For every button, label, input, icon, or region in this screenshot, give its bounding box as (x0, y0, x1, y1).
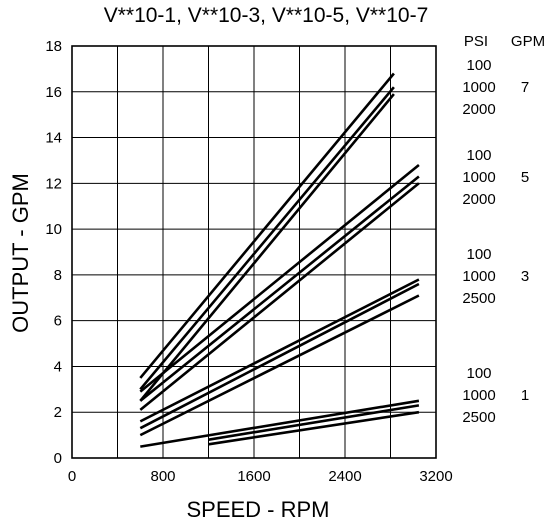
x-tick-label: 3200 (419, 468, 452, 485)
legend-gpm-label: 5 (521, 169, 529, 186)
legend-psi-label: 2500 (462, 290, 495, 307)
series-line-3gpm-2500psi (139, 294, 420, 437)
legend-gpm-label: 3 (521, 268, 529, 285)
legend-psi-label: 1000 (462, 79, 495, 96)
chart-title: V**10-1, V**10-3, V**10-5, V**10-7 (104, 4, 429, 27)
legend-psi-label: 1000 (462, 169, 495, 186)
series-line-5gpm-1000psi (139, 175, 420, 402)
y-tick-label: 2 (54, 404, 62, 421)
series-line-3gpm-1000psi (139, 282, 420, 430)
legend-psi-label: 2000 (462, 101, 495, 118)
grid (72, 46, 436, 458)
series-line-5gpm-2000psi (139, 182, 420, 411)
legend-gpm-label: 1 (521, 387, 529, 404)
x-axis-label: SPEED - RPM (186, 497, 329, 522)
tick-labels: 0 800 1600 2400 3200 0 2 4 6 8 10 12 14 16 18 (45, 38, 452, 485)
legend-psi-label: 2500 (462, 409, 495, 426)
y-tick-label: 0 (54, 450, 62, 467)
series-line-1gpm-2500psi (208, 410, 420, 446)
y-tick-label: 16 (45, 84, 62, 101)
series-line-7gpm-2000psi (139, 93, 395, 402)
legend-psi-label: 100 (466, 147, 491, 164)
series-line-1gpm-100psi (140, 399, 420, 448)
legend-psi-label: 2000 (462, 191, 495, 208)
y-tick-label: 6 (54, 313, 62, 330)
legend-psi-label: 100 (466, 246, 491, 263)
legend-psi-label: 100 (466, 57, 491, 74)
series-line-5gpm-100psi (139, 163, 420, 393)
legend-psi-label: 100 (466, 365, 491, 382)
y-tick-label: 10 (45, 221, 62, 238)
series-line-1gpm-1000psi (208, 404, 420, 441)
legend-psi-label: 1000 (462, 268, 495, 285)
legend: PSI GPM 100 1000 2000 7 100 1000 2000 5 100 1000 250… (462, 33, 545, 426)
y-axis-label: OUTPUT - GPM (8, 173, 33, 333)
legend-psi-label: 1000 (462, 387, 495, 404)
legend-gpm-label: 7 (521, 79, 529, 96)
legend-header-psi: PSI (464, 33, 488, 50)
series-layer (139, 72, 420, 448)
series-line-3gpm-100psi (139, 278, 420, 423)
y-tick-label: 18 (45, 38, 62, 55)
x-tick-label: 2400 (328, 468, 361, 485)
x-tick-label: 800 (150, 468, 175, 485)
y-tick-label: 8 (54, 267, 62, 284)
series-line-7gpm-100psi (139, 72, 395, 379)
y-tick-label: 14 (45, 130, 62, 147)
y-tick-label: 4 (54, 358, 62, 375)
x-tick-label: 0 (68, 468, 76, 485)
plot-frame (71, 45, 437, 459)
legend-header-gpm: GPM (511, 33, 545, 50)
x-tick-label: 1600 (237, 468, 270, 485)
series-line-7gpm-1000psi (139, 86, 395, 391)
y-tick-label: 12 (45, 175, 62, 192)
